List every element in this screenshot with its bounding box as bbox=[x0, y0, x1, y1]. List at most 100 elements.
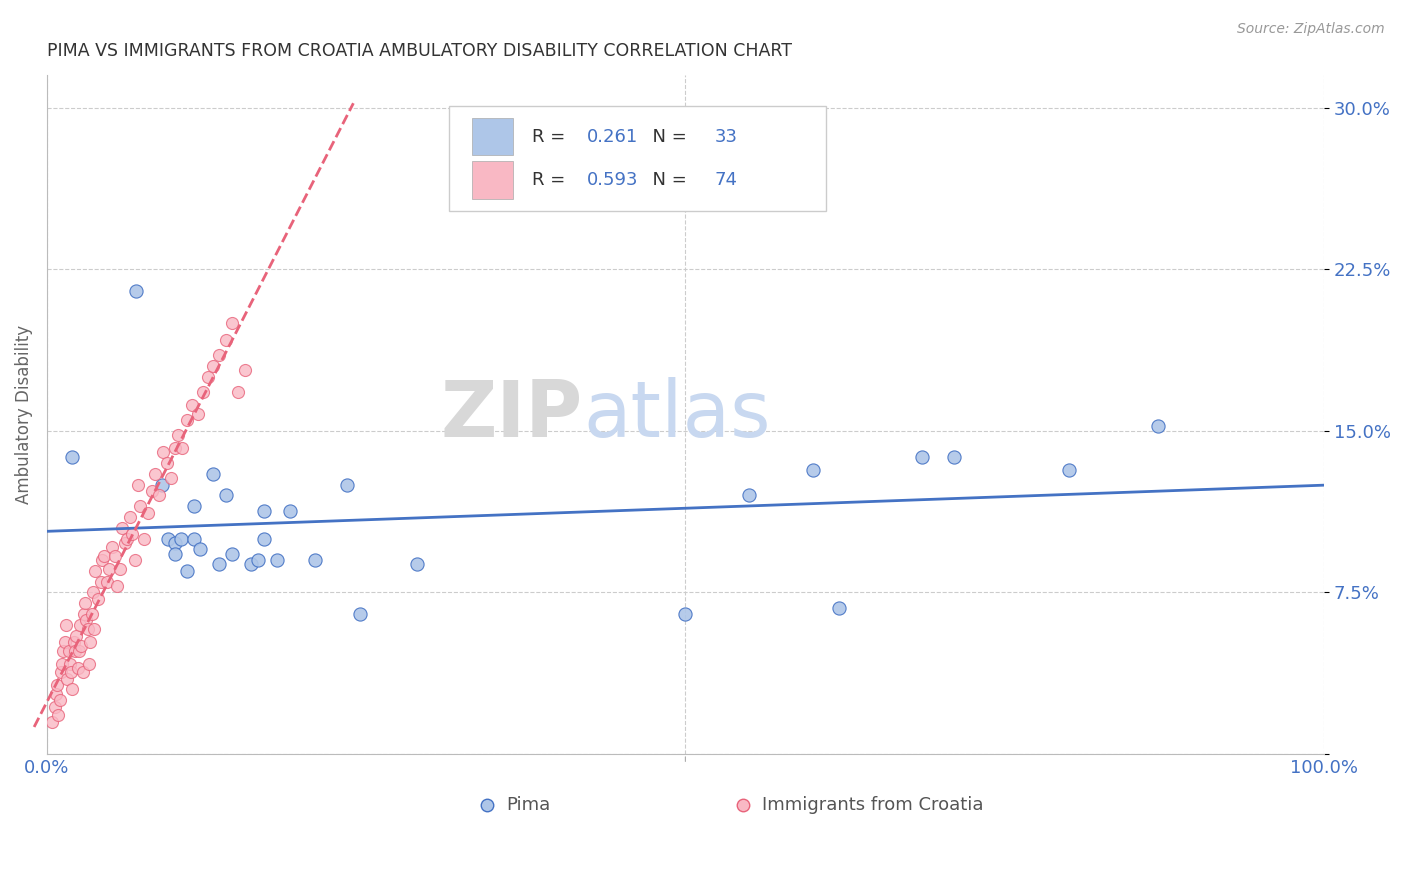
Point bbox=[208, 558, 231, 572]
Point bbox=[197, 370, 219, 384]
Point bbox=[132, 532, 155, 546]
Point bbox=[76, 614, 98, 628]
Point bbox=[49, 665, 72, 680]
Point bbox=[90, 553, 112, 567]
Point bbox=[121, 527, 143, 541]
Point bbox=[127, 477, 149, 491]
Point bbox=[73, 607, 96, 621]
Point bbox=[148, 488, 170, 502]
Point bbox=[48, 693, 70, 707]
Point bbox=[80, 607, 103, 621]
Point bbox=[157, 532, 180, 546]
Point bbox=[156, 456, 179, 470]
Point bbox=[150, 477, 173, 491]
Y-axis label: Ambulatory Disability: Ambulatory Disability bbox=[15, 325, 32, 504]
Point bbox=[98, 562, 121, 576]
Point bbox=[129, 500, 152, 514]
Point bbox=[187, 407, 209, 421]
Point bbox=[125, 284, 148, 298]
Text: 74: 74 bbox=[714, 171, 738, 189]
Point bbox=[63, 643, 86, 657]
Point bbox=[117, 532, 139, 546]
Point bbox=[48, 708, 70, 723]
Point bbox=[201, 359, 224, 373]
Point bbox=[406, 558, 429, 572]
Point bbox=[72, 665, 94, 680]
Point bbox=[75, 596, 97, 610]
Text: Immigrants from Croatia: Immigrants from Croatia bbox=[762, 796, 984, 814]
Point bbox=[349, 607, 371, 621]
Text: ZIP: ZIP bbox=[441, 376, 583, 452]
Point bbox=[208, 348, 231, 362]
Point bbox=[53, 635, 76, 649]
Point bbox=[159, 471, 181, 485]
Point bbox=[172, 441, 194, 455]
Text: 0.593: 0.593 bbox=[588, 171, 638, 189]
Text: R =: R = bbox=[531, 171, 571, 189]
Point bbox=[233, 363, 256, 377]
Point bbox=[108, 562, 131, 576]
Point bbox=[41, 714, 63, 729]
Point bbox=[84, 564, 107, 578]
Point bbox=[1057, 462, 1080, 476]
Point bbox=[942, 450, 965, 464]
Point bbox=[163, 536, 186, 550]
Point bbox=[83, 622, 105, 636]
Text: PIMA VS IMMIGRANTS FROM CROATIA AMBULATORY DISABILITY CORRELATION CHART: PIMA VS IMMIGRANTS FROM CROATIA AMBULATO… bbox=[46, 42, 792, 60]
Point bbox=[56, 672, 79, 686]
FancyBboxPatch shape bbox=[472, 118, 513, 155]
Point bbox=[114, 536, 136, 550]
Point bbox=[46, 678, 69, 692]
Point bbox=[52, 643, 75, 657]
Point bbox=[60, 665, 83, 680]
Point bbox=[253, 532, 276, 546]
Point bbox=[111, 521, 134, 535]
Point bbox=[801, 462, 824, 476]
Point bbox=[246, 553, 269, 567]
FancyBboxPatch shape bbox=[449, 106, 825, 211]
Point bbox=[65, 628, 87, 642]
Text: N =: N = bbox=[641, 171, 692, 189]
Point bbox=[278, 503, 301, 517]
Point bbox=[62, 682, 84, 697]
Point bbox=[44, 699, 66, 714]
Point bbox=[51, 657, 73, 671]
Point bbox=[55, 617, 77, 632]
Point bbox=[82, 585, 104, 599]
Point bbox=[176, 413, 198, 427]
Point bbox=[69, 617, 91, 632]
Point bbox=[181, 398, 204, 412]
Point bbox=[221, 547, 243, 561]
Text: R =: R = bbox=[531, 128, 571, 146]
Point bbox=[70, 640, 93, 654]
Point bbox=[336, 477, 359, 491]
Text: atlas: atlas bbox=[583, 376, 770, 452]
Point bbox=[103, 549, 125, 563]
Point bbox=[105, 579, 128, 593]
Point bbox=[228, 384, 250, 399]
Point bbox=[201, 467, 224, 481]
Text: Pima: Pima bbox=[506, 796, 551, 814]
Point bbox=[188, 542, 211, 557]
Point bbox=[152, 445, 174, 459]
Point bbox=[79, 635, 101, 649]
Point bbox=[163, 441, 186, 455]
Point bbox=[221, 316, 243, 330]
Point bbox=[827, 600, 849, 615]
Point bbox=[911, 450, 934, 464]
Point bbox=[673, 607, 696, 621]
Point bbox=[93, 549, 115, 563]
Point bbox=[67, 643, 90, 657]
Point bbox=[215, 333, 238, 347]
Point bbox=[62, 635, 84, 649]
Point bbox=[118, 510, 141, 524]
FancyBboxPatch shape bbox=[472, 161, 513, 199]
Point bbox=[304, 553, 326, 567]
Point bbox=[183, 532, 205, 546]
Point bbox=[163, 547, 186, 561]
Point bbox=[738, 488, 761, 502]
Point bbox=[145, 467, 167, 481]
Point bbox=[66, 661, 89, 675]
Point bbox=[89, 574, 111, 589]
Point bbox=[215, 488, 238, 502]
